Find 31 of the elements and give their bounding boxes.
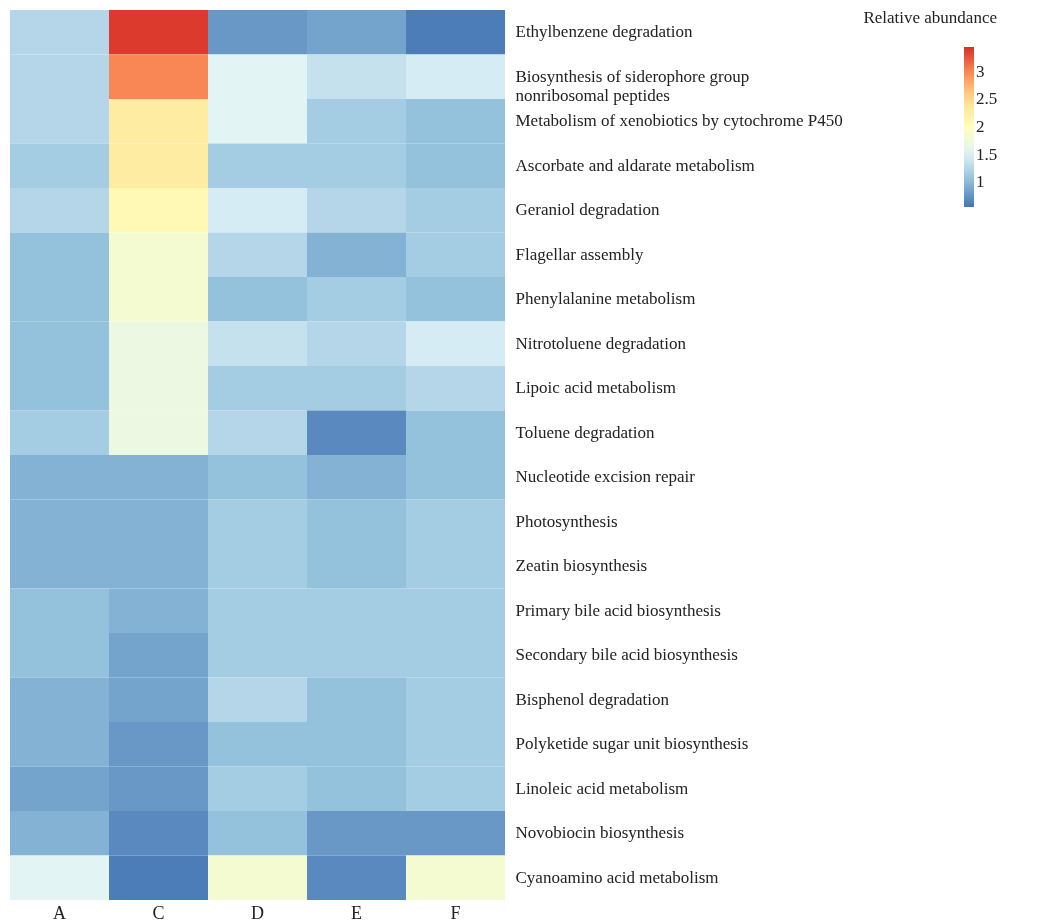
y-tick-label: Flagellar assembly [515,244,644,264]
x-tick-label: E [351,902,362,923]
y-tick-label: Geraniol degradation [515,200,660,220]
y-tick-label: Secondary bile acid biosynthesis [515,645,738,665]
y-tick-label: Cyanoamino acid metabolism [515,867,719,887]
y-tick-label: Photosynthesis [515,511,618,531]
color-bar-label: 2 [976,117,985,136]
y-tick-label: Ascorbate and aldarate metabolism [515,155,755,175]
x-tick-label: C [152,902,165,923]
y-tick-label: Biosynthesis of siderophore group nonribosomal peptides [515,66,750,105]
y-tick-label: Nucleotide excision repair [515,467,696,487]
color-bar-label: 1.5 [976,144,998,164]
color-bar-label: 3 [976,61,985,81]
x-tick-label: D [251,902,264,923]
y-tick-label: Metabolism of xenobiotics by cytochrome P450 [515,111,843,131]
y-tick-label: Ethylbenzene degradation [515,22,694,42]
y-tick-label: Linoleic acid metabolism [515,778,689,798]
x-tick-label: F [450,902,461,923]
y-tick-label: Lipoic acid metabolism [515,378,677,398]
y-tick-label: Zeatin biosynthesis [515,556,648,576]
color-bar-title: Relative abundance [863,8,997,27]
y-tick-label: Bisphenol degradation [515,689,670,709]
y-tick-label: Novobiocin biosynthesis [515,823,685,843]
color-bar-label: 2.5 [976,89,998,109]
x-tick-label: A [53,902,66,923]
y-tick-label: Toluene degradation [515,422,655,442]
y-tick-label: Phenylalanine metabolism [515,289,696,309]
y-tick-label: Primary bile acid biosynthesis [515,600,721,620]
y-tick-label: Polyketide sugar unit biosynthesis [515,734,749,754]
y-tick-label: Nitrotoluene degradation [515,333,687,353]
color-bar-label: 1 [976,172,985,192]
